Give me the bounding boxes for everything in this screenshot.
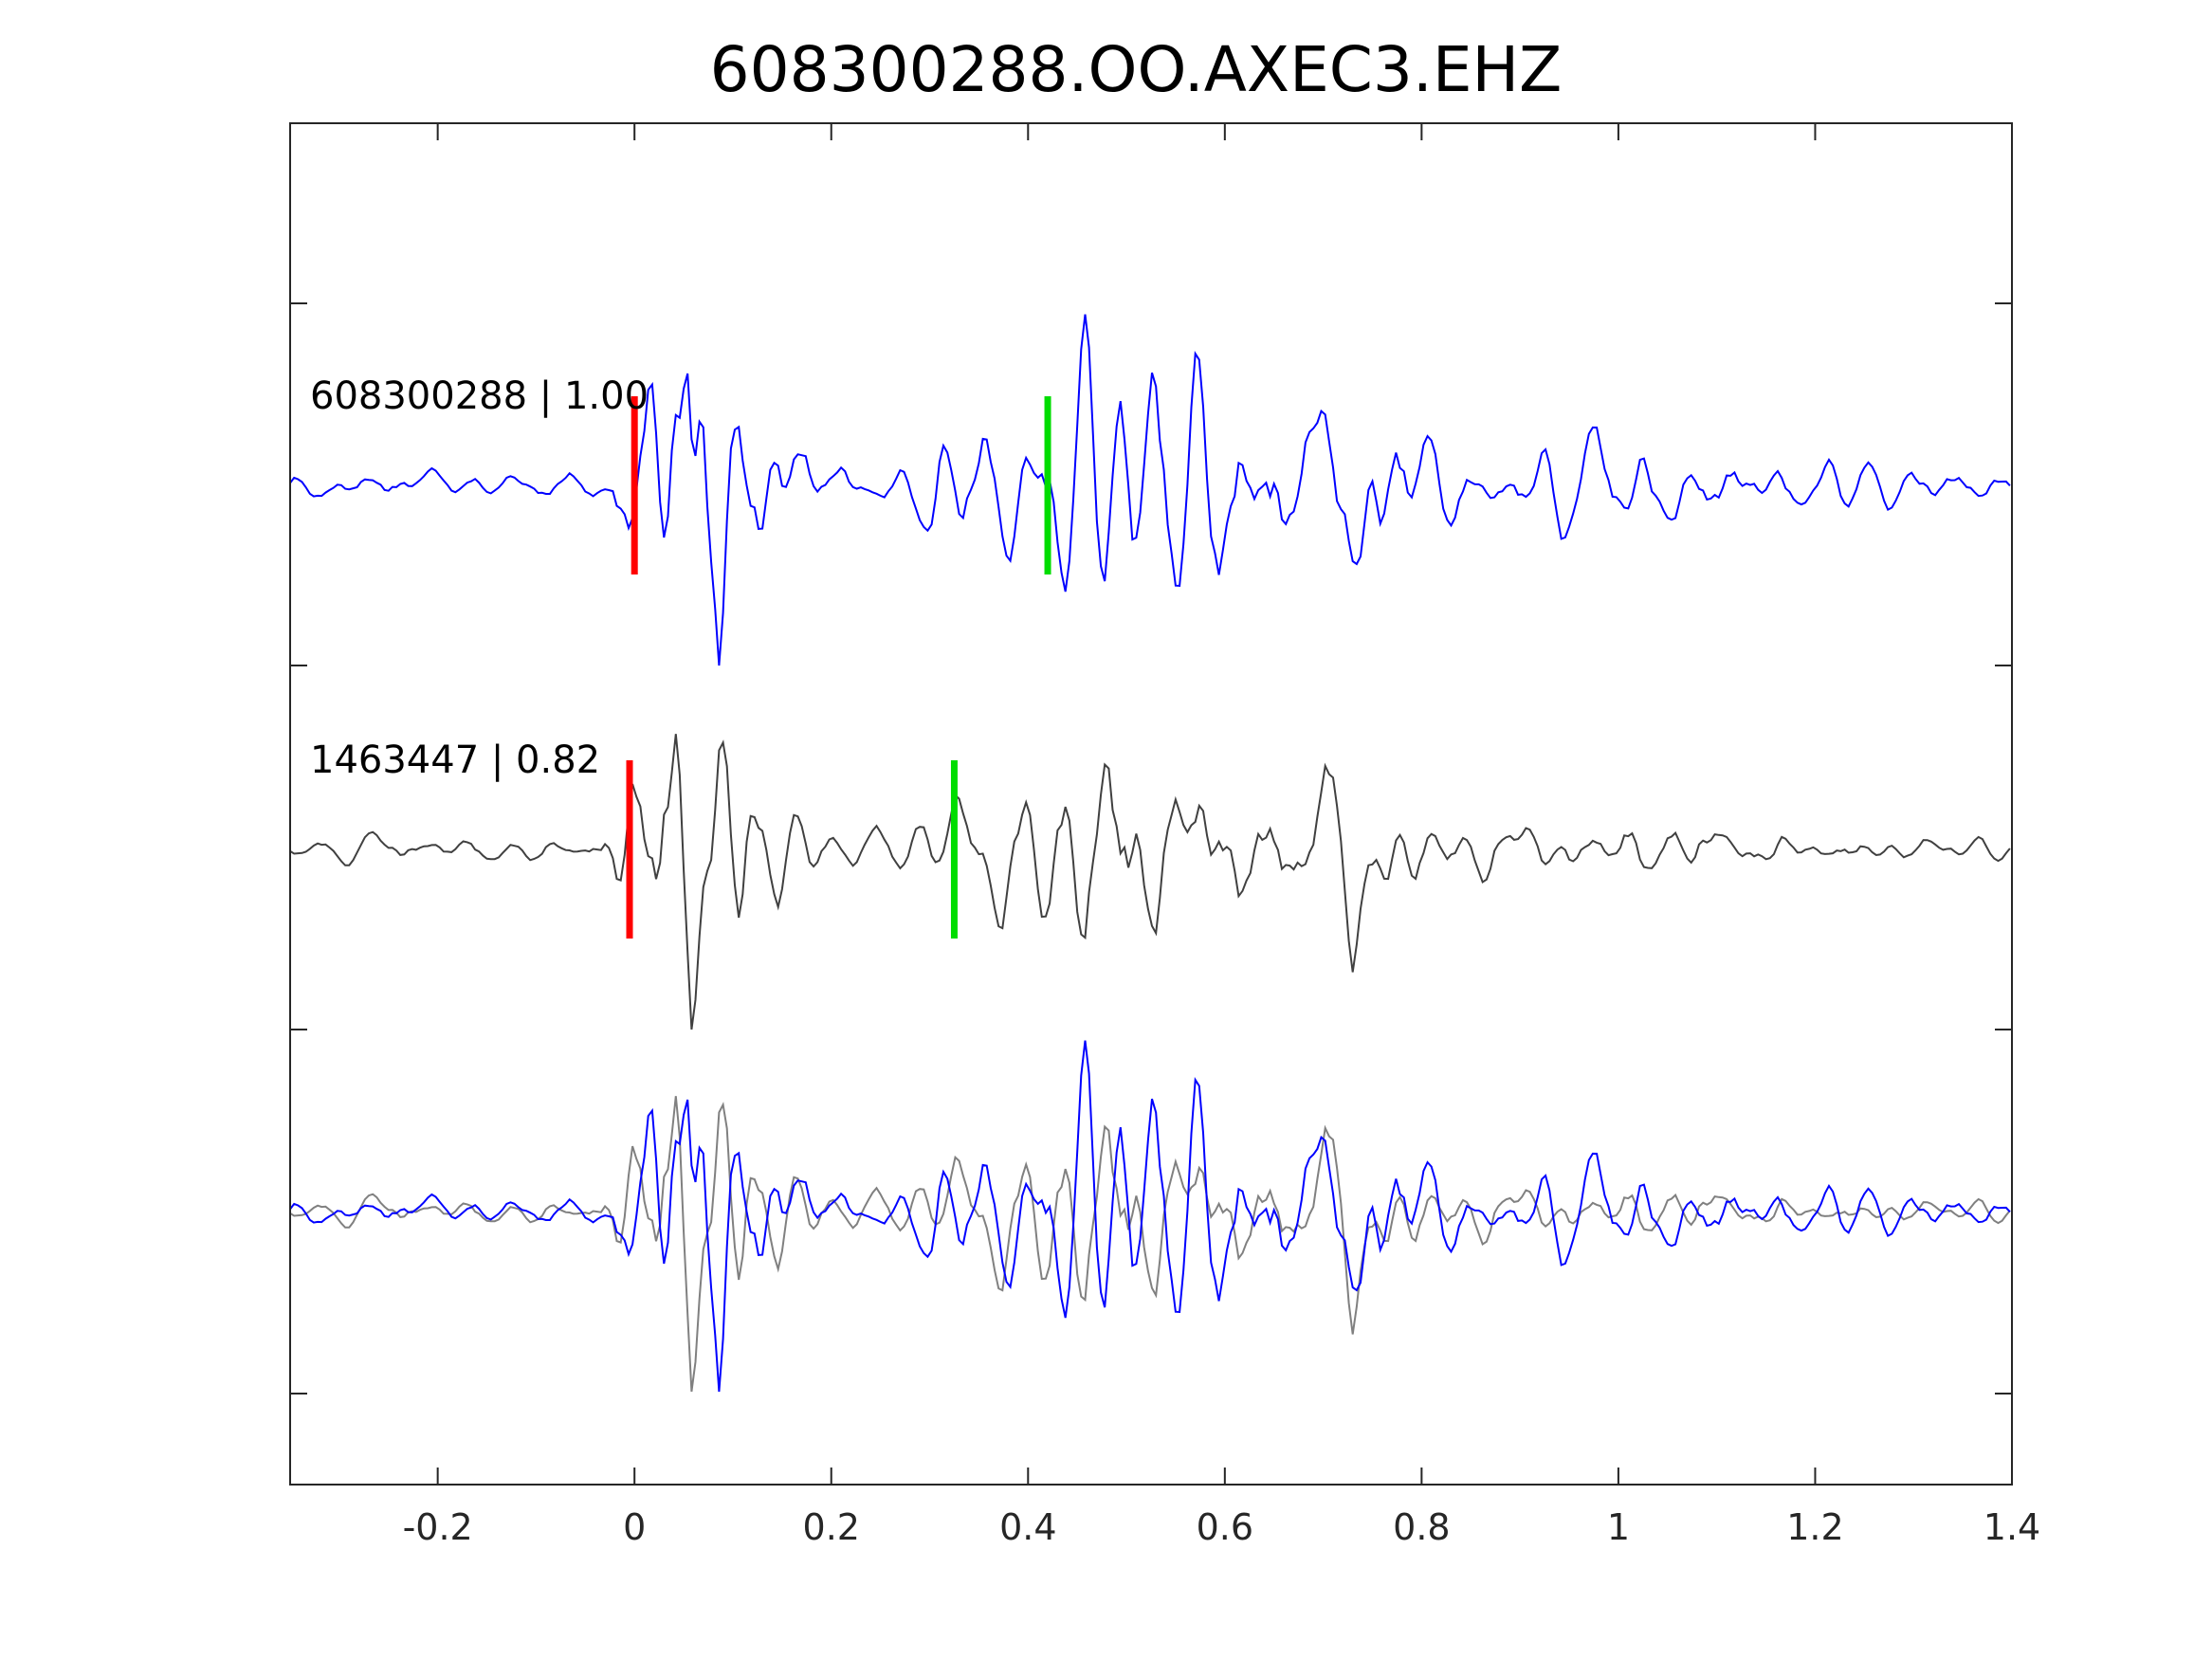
trace-label-0: 608300288 | 1.00 bbox=[310, 374, 649, 418]
overlay-reference-line bbox=[289, 1040, 2011, 1393]
axis-ticks bbox=[290, 123, 2013, 1485]
x-tick-label: 0.6 bbox=[1197, 1506, 1253, 1548]
trace-labels: 608300288 | 1.00 1463447 | 0.82 bbox=[310, 374, 649, 782]
x-tick-label: 1.4 bbox=[1983, 1506, 2040, 1548]
trace-reference-line bbox=[289, 314, 2011, 666]
chart-title: 608300288.OO.AXEC3.EHZ bbox=[710, 33, 1563, 106]
picks-layer bbox=[626, 396, 1051, 939]
x-tick-label: -0.2 bbox=[403, 1506, 473, 1548]
axes-frame bbox=[289, 122, 2013, 1486]
x-tick-label: 0 bbox=[623, 1506, 646, 1548]
x-tick-label: 0.4 bbox=[999, 1506, 1056, 1548]
x-tick-label: 1 bbox=[1607, 1506, 1630, 1548]
x-tick-label: 0.8 bbox=[1393, 1506, 1450, 1548]
traces-layer bbox=[289, 314, 2011, 1393]
x-tick-label: 1.2 bbox=[1786, 1506, 1843, 1548]
x-tick-label: 0.2 bbox=[803, 1506, 860, 1548]
trace-label-1: 1463447 | 0.82 bbox=[310, 738, 600, 782]
trace-template-line bbox=[289, 734, 2011, 1030]
x-tick-labels: -0.2 0 0.2 0.4 0.6 0.8 1 1.2 1.4 bbox=[403, 1506, 2041, 1548]
overlay-template-line bbox=[289, 1096, 2011, 1393]
